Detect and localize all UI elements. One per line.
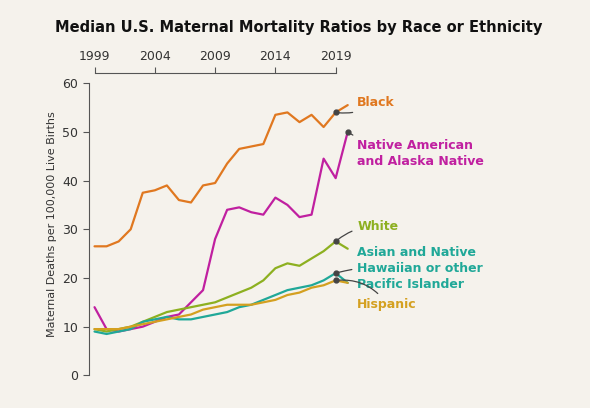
- Text: Median U.S. Maternal Mortality Ratios by Race or Ethnicity: Median U.S. Maternal Mortality Ratios by…: [55, 20, 543, 35]
- Y-axis label: Maternal Deaths per 100,000 Live Births: Maternal Deaths per 100,000 Live Births: [47, 111, 57, 337]
- Text: Native American
and Alaska Native: Native American and Alaska Native: [350, 133, 484, 168]
- Text: Black: Black: [339, 96, 395, 113]
- Text: White: White: [338, 220, 398, 239]
- Text: Asian and Native
Hawaiian or other
Pacific Islander: Asian and Native Hawaiian or other Pacif…: [338, 246, 483, 291]
- Text: Hispanic: Hispanic: [339, 280, 417, 311]
